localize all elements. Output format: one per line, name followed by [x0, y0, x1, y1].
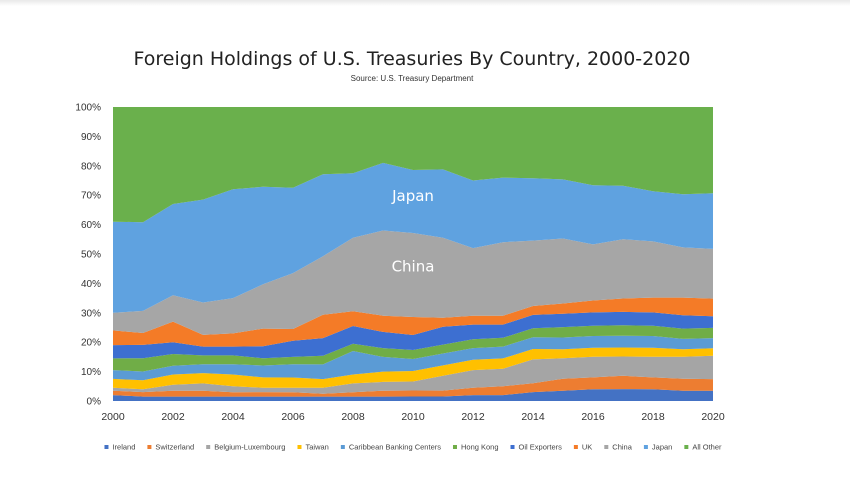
legend-label: UK	[582, 443, 592, 452]
legend-swatch	[452, 445, 457, 449]
area-series-10	[113, 107, 713, 223]
legend-item-7: UK	[573, 443, 592, 452]
y-tick-label: 100%	[75, 103, 101, 114]
top-cropped-edge	[0, 0, 850, 6]
legend-swatch	[684, 445, 689, 449]
y-tick-label: 30%	[81, 308, 101, 319]
legend-label: Hong Kong	[461, 443, 499, 452]
area-series-5	[113, 325, 713, 372]
legend-label: Caribbean Banking Centers	[349, 443, 441, 452]
area-series-4	[113, 335, 713, 381]
x-tick-label: 2000	[101, 411, 125, 423]
y-tick-label: 80%	[81, 161, 101, 172]
x-tick-label: 2004	[221, 411, 245, 423]
legend-swatch	[104, 445, 109, 449]
legend-item-4: Caribbean Banking Centers	[340, 443, 441, 452]
area-layers	[113, 107, 713, 401]
legend-item-6: Oil Exporters	[510, 443, 563, 452]
area-series-1	[113, 375, 713, 397]
legend-label: Oil Exporters	[519, 443, 563, 452]
x-tick-label: 2016	[581, 411, 605, 423]
area-series-7	[113, 297, 713, 347]
y-tick-label: 20%	[81, 338, 101, 349]
x-tick-label: 2002	[161, 411, 185, 423]
legend-item-8: China	[604, 443, 633, 452]
legend-item-3: Taiwan	[297, 443, 329, 452]
area-series-0	[113, 389, 713, 401]
chart-subtitle: Source: U.S. Treasury Department	[350, 74, 474, 83]
legend-label: Ireland	[112, 443, 135, 452]
x-axis-ticks: 2000 2002 2004 2006 2008 2010 2012 2014 2016 2018…	[101, 411, 725, 423]
legend-item-9: Japan	[643, 443, 672, 452]
legend-item-0: Ireland	[104, 443, 135, 452]
legend-swatch	[297, 445, 302, 449]
legend-swatch	[206, 445, 211, 449]
legend-item-2: Belgium-Luxembourg	[206, 443, 285, 452]
legend-label: Taiwan	[305, 443, 328, 452]
area-series-2	[113, 355, 713, 394]
legend-item-1: Switzerland	[147, 443, 194, 452]
y-axis-ticks: 0% 10% 20% 30% 40% 50% 60% 70% 80% 90% 100%	[75, 103, 101, 408]
x-tick-label: 2008	[341, 411, 365, 423]
annotation-label: China	[392, 258, 435, 276]
y-tick-label: 40%	[81, 279, 101, 290]
area-series-3	[113, 347, 713, 390]
legend-item-10: All Other	[684, 443, 722, 452]
y-tick-label: 0%	[87, 397, 102, 408]
legend-swatch	[510, 445, 515, 449]
x-tick-label: 2014	[521, 411, 545, 423]
legend-swatch	[147, 445, 152, 449]
y-tick-label: 90%	[81, 132, 101, 143]
legend-item-5: Hong Kong	[452, 443, 499, 452]
x-tick-label: 2006	[281, 411, 305, 423]
area-series-8	[113, 230, 713, 335]
legend-swatch	[604, 445, 609, 449]
y-tick-label: 60%	[81, 220, 101, 231]
x-tick-label: 2010	[401, 411, 425, 423]
area-series-6	[113, 311, 713, 359]
legend-swatch	[573, 445, 578, 449]
annotation-label: Japan	[391, 187, 434, 205]
legend-label: Switzerland	[155, 443, 194, 452]
chart-title: Foreign Holdings of U.S. Treasuries By C…	[133, 48, 691, 70]
x-tick-label: 2020	[701, 411, 725, 423]
x-tick-label: 2012	[461, 411, 485, 423]
annotations: Japan China	[391, 187, 434, 276]
legend-swatch	[340, 445, 345, 449]
area-series-9	[113, 162, 713, 313]
legend: Ireland Switzerland Belgium-Luxembourg Taiw…	[104, 443, 722, 452]
legend-label: Belgium-Luxembourg	[214, 443, 285, 452]
y-tick-label: 70%	[81, 191, 101, 202]
y-tick-label: 50%	[81, 250, 101, 261]
legend-label: Japan	[652, 443, 672, 452]
y-tick-label: 10%	[81, 367, 101, 378]
x-tick-label: 2018	[641, 411, 665, 423]
legend-label: China	[612, 443, 632, 452]
legend-swatch	[643, 445, 648, 449]
legend-label: All Other	[692, 443, 722, 452]
